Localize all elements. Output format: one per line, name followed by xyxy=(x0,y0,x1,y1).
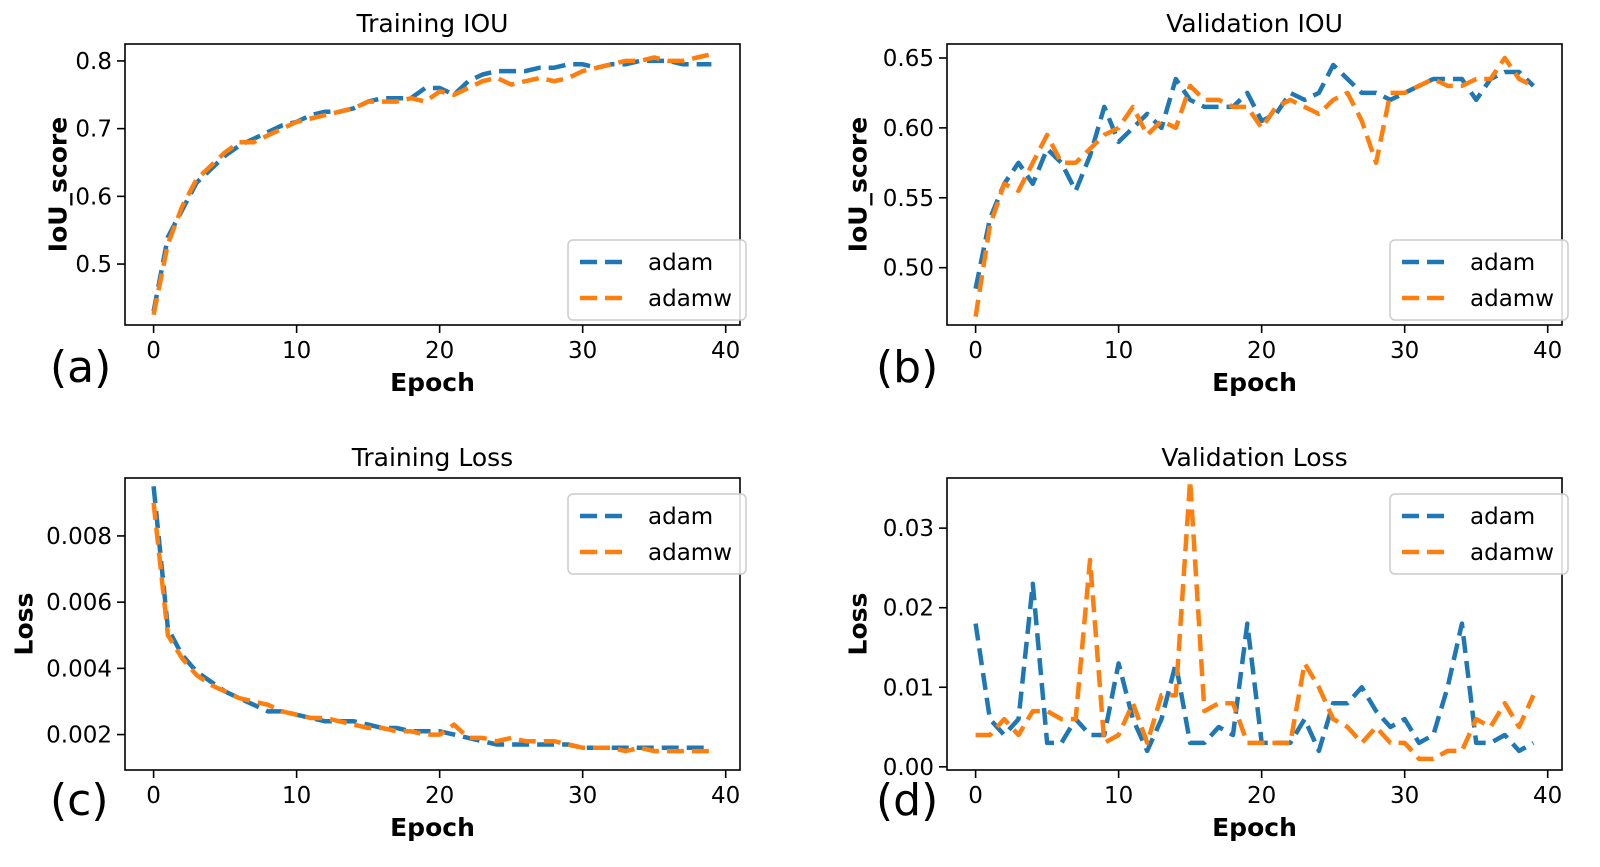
x-tick-label: 10 xyxy=(282,338,311,364)
series-group xyxy=(973,55,1535,317)
x-tick-label: 10 xyxy=(1104,783,1133,809)
legend-label-adamw: adamw xyxy=(1470,286,1554,312)
y-axis-label: Loss xyxy=(10,593,39,656)
y-tick-label: 0.00 xyxy=(883,755,934,781)
x-tick-label: 10 xyxy=(282,783,311,809)
legend-label-adamw: adamw xyxy=(648,540,732,566)
chart-panel-4: 0 10 20 30 40 0.00 0.01 0.02 0.03 Validation Loss… xyxy=(844,443,1569,842)
x-axis-label: Epoch xyxy=(1212,813,1297,842)
x-tick-label: 0 xyxy=(968,783,983,809)
series-line-adam xyxy=(973,62,1535,290)
panel-label: (a) xyxy=(50,342,111,393)
series-line-adamw xyxy=(973,55,1535,317)
y-tick-label: 0.002 xyxy=(46,723,112,749)
y-tick-label: 0.5 xyxy=(75,252,112,278)
y-tick-label: 0.60 xyxy=(883,116,934,142)
y-tick-label: 0.7 xyxy=(75,117,112,143)
y-tick-label: 0.02 xyxy=(883,596,934,622)
chart-title: Training Loss xyxy=(351,443,513,472)
chart-panel-2: 0 10 20 30 40 0.50 0.55 0.60 0.65 Validation IOU E… xyxy=(844,9,1569,397)
legend-label-adamw: adamw xyxy=(648,286,732,312)
series-group xyxy=(151,486,712,754)
x-tick-label: 40 xyxy=(711,783,740,809)
x-tick-label: 40 xyxy=(1533,783,1562,809)
legend: adam adamw xyxy=(567,239,747,321)
chart-panel-1: 0 10 20 30 40 0.5 0.6 0.7 0.8 Training IOU Epoch Io… xyxy=(44,9,747,397)
legend: adam adamw xyxy=(1389,239,1569,321)
plot-frame xyxy=(946,43,1563,326)
x-axis-label: Epoch xyxy=(390,368,475,397)
x-tick-label: 0 xyxy=(146,338,161,364)
x-tick-label: 30 xyxy=(1390,783,1419,809)
y-tick-label: 0.004 xyxy=(46,656,112,682)
series-line-adam xyxy=(973,581,1535,754)
series-group xyxy=(973,478,1536,762)
x-tick-label: 30 xyxy=(568,338,597,364)
plot-frame xyxy=(946,477,1563,771)
chart-title: Validation Loss xyxy=(1161,443,1347,472)
x-tick-label: 0 xyxy=(146,783,161,809)
x-tick-label: 0 xyxy=(968,338,983,364)
legend-label-adam: adam xyxy=(648,504,713,530)
x-tick-label: 30 xyxy=(1390,338,1419,364)
legend: adam adamw xyxy=(1389,493,1569,575)
x-tick-label: 40 xyxy=(1533,338,1562,364)
x-axis-label: Epoch xyxy=(1212,368,1297,397)
y-tick-label: 0.50 xyxy=(883,256,934,282)
panel-label: (b) xyxy=(876,342,938,393)
y-tick-label: 0.008 xyxy=(46,524,112,550)
chart-title: Training IOU xyxy=(356,9,509,38)
y-tick-label: 0.006 xyxy=(46,590,112,616)
y-axis-label: IoU_score xyxy=(844,117,873,252)
y-tick-label: 0.01 xyxy=(883,675,934,701)
x-tick-label: 20 xyxy=(1247,783,1276,809)
legend: adam adamw xyxy=(567,493,747,575)
y-tick-label: 0.55 xyxy=(883,186,934,212)
chart-title: Validation IOU xyxy=(1166,9,1343,38)
x-tick-label: 40 xyxy=(711,338,740,364)
legend-label-adam: adam xyxy=(1470,250,1535,276)
chart-panel-3: 0 10 20 30 40 0.002 0.004 0.006 0.008 Training Lo… xyxy=(10,443,747,842)
x-tick-label: 30 xyxy=(568,783,597,809)
series-group xyxy=(151,52,712,316)
y-tick-label: 0.03 xyxy=(883,516,934,542)
x-tick-label: 20 xyxy=(425,783,454,809)
panel-label: (c) xyxy=(50,775,109,826)
legend-label-adamw: adamw xyxy=(1470,540,1554,566)
series-line-adamw xyxy=(151,502,712,754)
x-tick-label: 20 xyxy=(1247,338,1276,364)
legend-label-adam: adam xyxy=(648,250,713,276)
y-tick-label: 0.8 xyxy=(75,49,112,75)
x-tick-label: 10 xyxy=(1104,338,1133,364)
series-line-adamw xyxy=(975,478,1536,762)
plot-frame xyxy=(124,477,741,771)
y-tick-label: 0.65 xyxy=(883,46,934,72)
x-axis-label: Epoch xyxy=(390,813,475,842)
legend-label-adam: adam xyxy=(1470,504,1535,530)
plot-frame xyxy=(124,43,741,326)
panel-label: (d) xyxy=(876,775,938,826)
series-line-adamw xyxy=(151,52,712,316)
y-tick-label: 0.6 xyxy=(75,184,112,210)
x-tick-label: 20 xyxy=(425,338,454,364)
y-axis-label: IoU_score xyxy=(44,117,73,252)
y-axis-label: Loss xyxy=(844,593,873,656)
